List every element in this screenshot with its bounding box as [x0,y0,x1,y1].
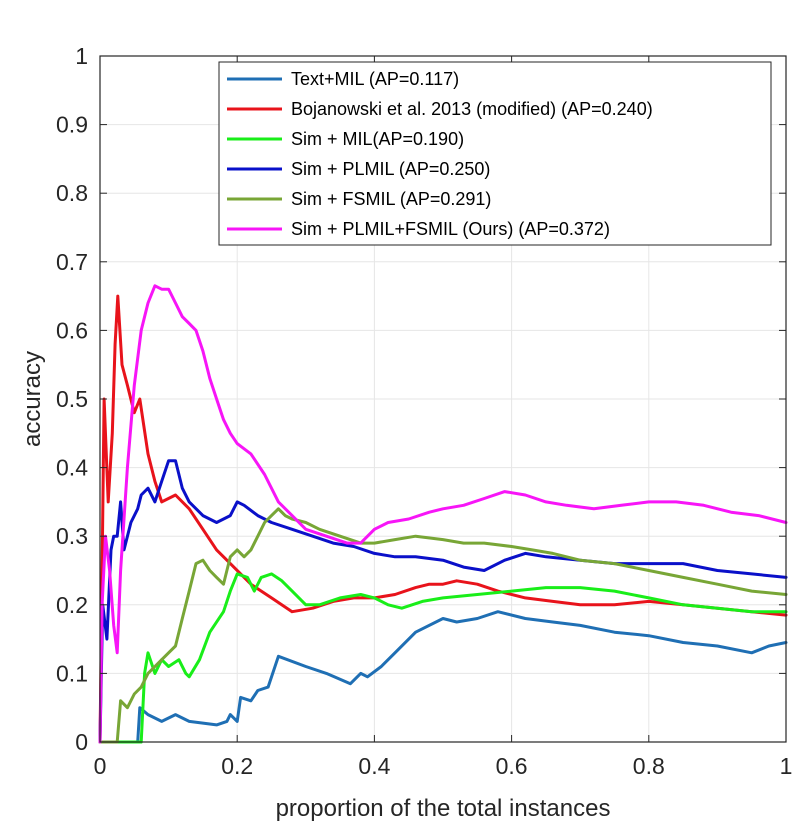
series-line-2 [98,572,788,744]
x-tick-label: 0.4 [358,753,390,779]
tick-marks [99,55,787,743]
y-tick-label: 0.1 [56,660,88,686]
y-tick-label: 0.3 [56,523,88,549]
series-line-3 [98,459,788,744]
y-tick-label: 0.5 [56,386,88,412]
y-tick-label: 1 [75,43,88,69]
legend-label-2: Sim + MIL(AP=0.190) [291,129,464,149]
series-line-5 [98,284,788,744]
x-tick-label: 0.8 [633,753,665,779]
legend-label-4: Sim + FSMIL (AP=0.291) [291,189,491,209]
legend-box [218,61,772,246]
x-axis-label: proportion of the total instances [276,795,611,822]
series-lines [98,284,788,744]
series-line-4 [98,507,788,744]
x-tick-label: 0.6 [496,753,528,779]
x-tick-label: 0.2 [221,753,253,779]
y-axis-label: accuracy [19,351,46,447]
series-line-1 [98,294,788,744]
legend-label-1: Bojanowski et al. 2013 (modified) (AP=0.… [291,99,653,119]
legend-label-3: Sim + PLMIL (AP=0.250) [291,159,490,179]
series-line-0 [98,610,788,744]
y-tick-label: 0 [75,729,88,755]
y-tick-label: 0.7 [56,249,88,275]
legend: Text+MIL (AP=0.117) Bojanowski et al. 201… [218,61,772,246]
y-tick-label: 0.2 [56,592,88,618]
x-tick-labels: 0 0.2 0.4 0.6 0.8 1 [94,753,793,779]
y-tick-label: 0.6 [56,317,88,343]
y-tick-labels: 0 0.1 0.2 0.3 0.4 0.5 0.6 0.7 0.8 0.9 1 [56,43,88,755]
x-tick-label: 1 [780,753,793,779]
y-tick-label: 0.8 [56,180,88,206]
x-tick-label: 0 [94,753,107,779]
legend-label-5: Sim + PLMIL+FSMIL (Ours) (AP=0.372) [291,219,610,239]
legend-label-0: Text+MIL (AP=0.117) [291,69,459,89]
y-tick-label: 0.4 [56,455,88,481]
y-tick-label: 0.9 [56,112,88,138]
